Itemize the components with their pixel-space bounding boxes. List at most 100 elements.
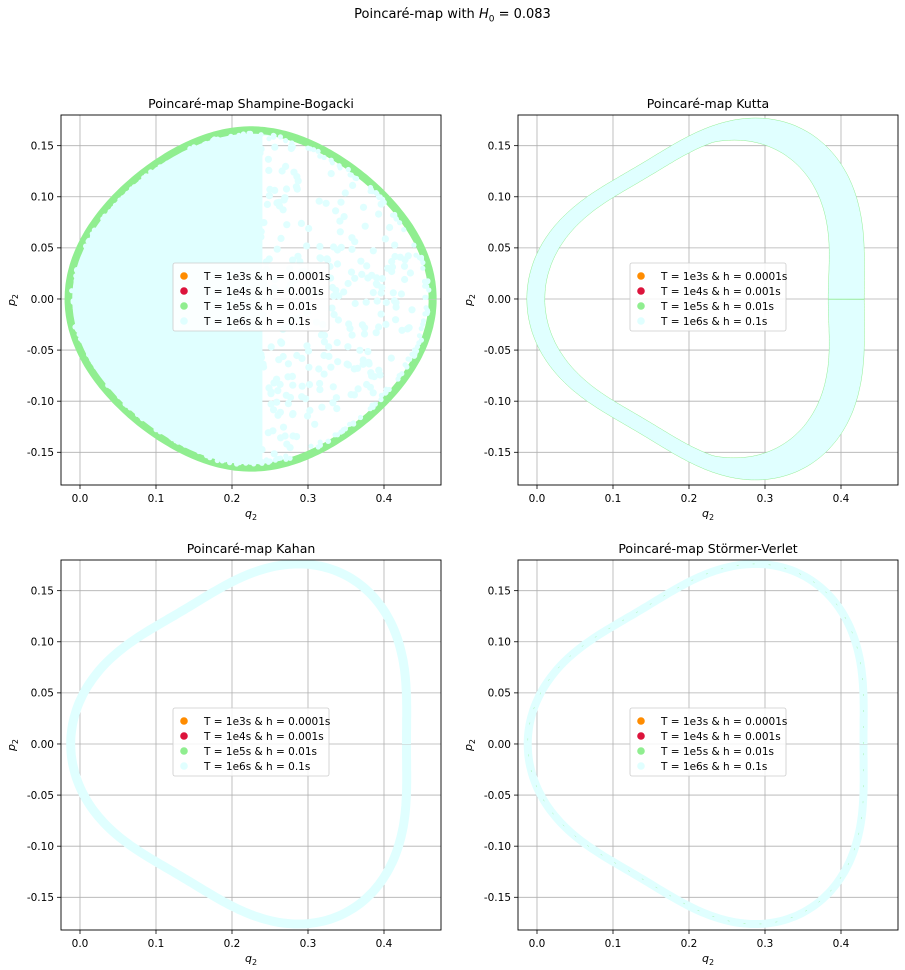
data-point [103, 353, 111, 361]
data-point [386, 386, 392, 393]
data-point [153, 168, 159, 174]
axes-frame [60, 114, 442, 486]
data-point [89, 357, 95, 363]
data-point [147, 354, 155, 363]
data-point [129, 186, 135, 192]
x-tick-label: 0.3 [300, 493, 317, 505]
data-point [220, 439, 228, 447]
data-point [335, 292, 343, 300]
data-point [215, 136, 221, 142]
data-point [347, 172, 353, 178]
data-point [341, 189, 349, 197]
data-point [164, 431, 170, 437]
data-point [178, 153, 184, 159]
data-point [305, 381, 314, 389]
data-point [373, 297, 381, 305]
suptitle-symbol: H [478, 7, 489, 22]
data-point [404, 364, 410, 370]
legend-marker [637, 762, 645, 770]
legend-label: T = 1e6s & h = 0.1s [203, 761, 310, 773]
data-point [263, 200, 271, 208]
data-point [257, 233, 265, 241]
data-point [413, 252, 419, 258]
legend-marker [180, 732, 188, 740]
data-point [320, 338, 328, 346]
data-point [188, 343, 196, 351]
data-point [334, 316, 342, 324]
data-point [398, 326, 406, 334]
data-point [411, 242, 417, 248]
x-axis-label: q2 [702, 507, 714, 522]
data-point [273, 199, 281, 207]
data-point [311, 147, 317, 153]
legend-label: T = 1e4s & h = 0.001s [203, 731, 324, 743]
data-point [277, 134, 283, 140]
data-point [333, 260, 342, 268]
legend-label: T = 1e6s & h = 0.1s [660, 761, 767, 773]
data-point [113, 353, 121, 362]
data-point [238, 134, 245, 140]
data-point [332, 207, 340, 215]
data-point [308, 443, 314, 449]
data-point [320, 331, 329, 339]
data-point [330, 311, 338, 319]
data-point [289, 256, 297, 264]
data-point [204, 186, 212, 194]
legend-label: T = 1e6s & h = 0.1s [660, 316, 767, 328]
data-point [306, 406, 314, 414]
data-point [157, 164, 163, 170]
data-point [244, 138, 252, 146]
data-point [363, 262, 371, 270]
x-tick-label: 0.0 [72, 938, 89, 950]
data-point [317, 153, 323, 159]
data-point [293, 351, 301, 360]
data-point [273, 245, 281, 253]
data-point [190, 393, 198, 401]
data-point [222, 137, 228, 143]
data-point [150, 342, 159, 350]
data-point [175, 438, 181, 444]
data-point [112, 380, 120, 388]
data-point [373, 274, 381, 282]
subplot-1: 0.0 0.1 0.2 0.3 0.4 0.15 0.10 0.05 0.00 -0.05 -0.1… [5, 96, 442, 522]
data-point [316, 386, 324, 394]
suptitle-prefix: Poincaré-map with [354, 7, 479, 22]
data-point [243, 460, 249, 466]
data-point [351, 238, 359, 246]
data-point [340, 288, 348, 296]
data-point [303, 242, 311, 250]
data-point [381, 235, 389, 243]
data-point [388, 267, 396, 276]
data-point [286, 444, 294, 452]
legend-label: T = 1e5s & h = 0.01s [203, 746, 317, 758]
data-point [287, 144, 295, 153]
data-point [378, 392, 384, 398]
x-tick-label: 0.1 [605, 938, 622, 950]
data-point [375, 366, 383, 374]
y-tick-label: -0.10 [27, 841, 54, 853]
data-point [325, 343, 333, 351]
x-tick-label: 0.3 [300, 938, 317, 950]
data-point [315, 148, 321, 154]
legend-marker [180, 287, 188, 295]
y-tick-label: 0.00 [31, 294, 54, 306]
legend-box [172, 262, 330, 332]
y-tick-label: 0.15 [31, 140, 54, 152]
data-point [273, 398, 281, 406]
x-tick-label: 0.4 [833, 493, 850, 505]
data-point [278, 339, 286, 347]
data-point [322, 199, 330, 207]
data-point [277, 434, 285, 442]
data-point [347, 421, 353, 427]
data-point [80, 336, 86, 342]
data-point [273, 375, 281, 383]
data-point [178, 411, 186, 419]
data-point [267, 343, 275, 351]
data-point [247, 130, 254, 136]
data-point [243, 154, 251, 162]
data-point [327, 363, 335, 371]
data-point [197, 145, 203, 151]
data-point [329, 383, 337, 391]
data-point [157, 360, 166, 368]
data-point [254, 385, 262, 393]
